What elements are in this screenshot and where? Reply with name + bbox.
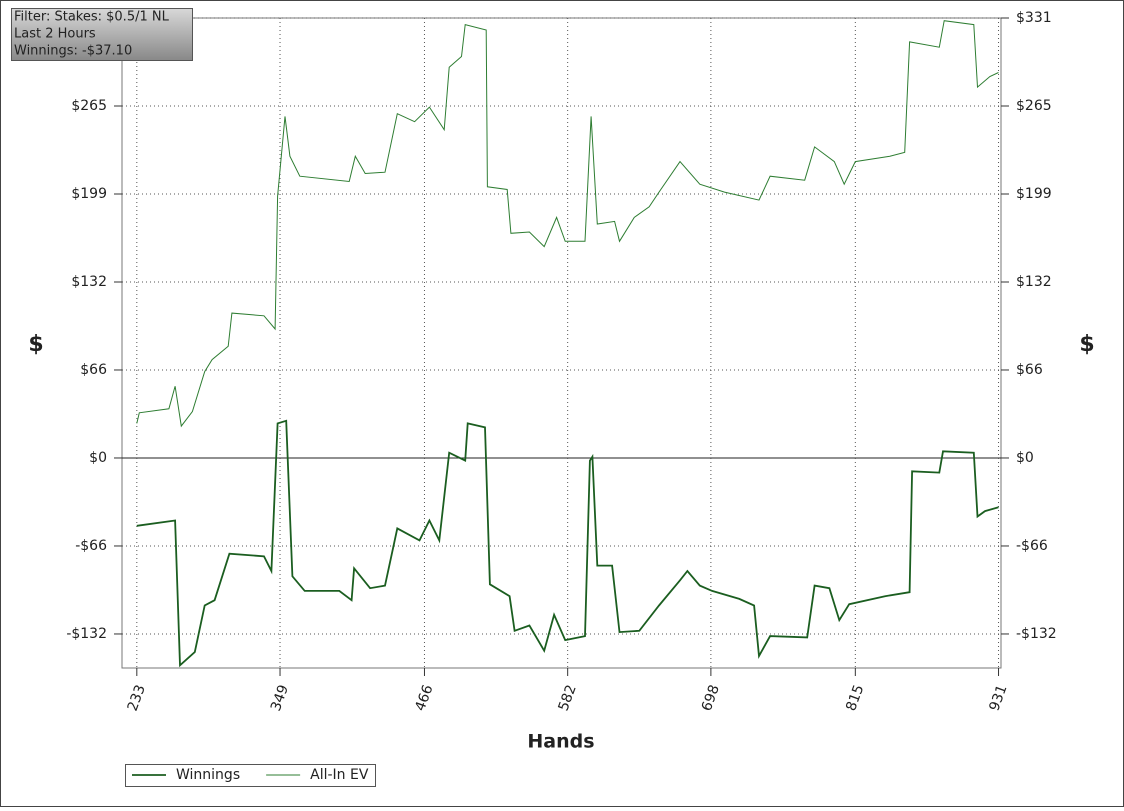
y-tick-label: -$132	[66, 626, 107, 642]
y-tick-label: $132	[71, 274, 107, 290]
y2-tick-label: $132	[1016, 274, 1052, 290]
legend-label: Winnings	[176, 767, 240, 783]
y-tick-label: -$66	[75, 538, 107, 554]
info-line: Winnings: -$37.10	[14, 44, 132, 59]
info-line: Filter: Stakes: $0.5/1 NL	[14, 10, 170, 25]
x-axis-title: Hands	[527, 731, 594, 753]
info-box-bg	[11, 8, 193, 61]
y-tick-label: $0	[89, 450, 107, 466]
y-tick-label: $66	[80, 362, 107, 378]
plot-area	[121, 17, 1002, 669]
legend-label: All-In EV	[310, 767, 369, 783]
series-line	[136, 419, 999, 668]
y2-tick-label: -$66	[1016, 538, 1048, 554]
y2-tick-label: $331	[1016, 10, 1052, 26]
legend-box	[125, 764, 376, 787]
info-line: Last 2 Hours	[14, 27, 96, 42]
y2-tick-label: $66	[1016, 362, 1043, 378]
y2-axis-title: $	[1079, 332, 1094, 357]
y2-tick-label: $265	[1016, 98, 1052, 114]
y2-tick-label: $199	[1016, 186, 1052, 202]
y-axis-title: $	[28, 332, 43, 357]
series-line	[136, 20, 999, 428]
y-tick-label: $199	[71, 186, 107, 202]
info-box: Filter: Stakes: $0.5/1 NL Last 2 Hours Win…	[11, 8, 193, 61]
y-tick-label: $265	[71, 98, 107, 114]
y2-tick-label: $0	[1016, 450, 1034, 466]
legend: Winnings All-In EV	[125, 764, 376, 787]
y2-tick-label: -$132	[1016, 626, 1057, 642]
